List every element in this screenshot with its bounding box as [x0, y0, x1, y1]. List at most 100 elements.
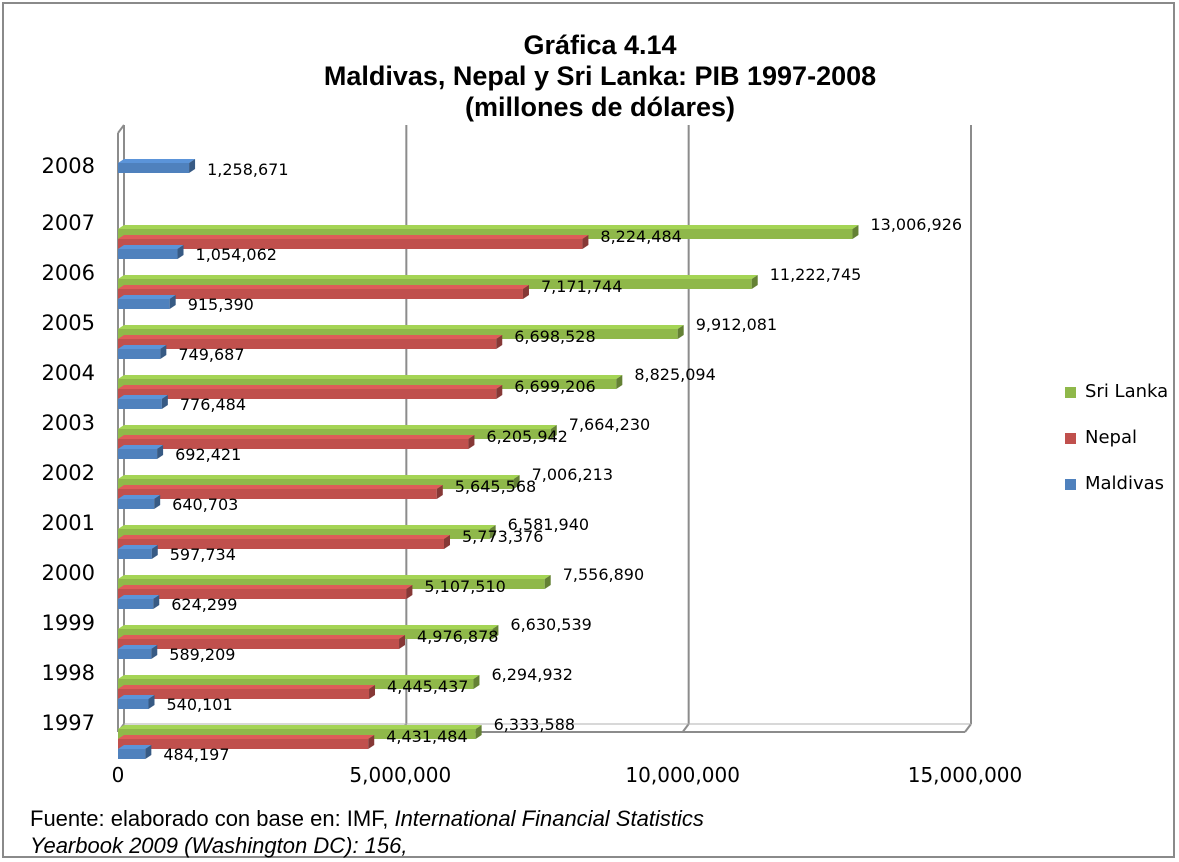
bar-top-maldivas-2005	[118, 345, 167, 349]
bar-front-sri-lanka-2006	[118, 279, 752, 289]
bar-top-sri-lanka-2005	[118, 325, 684, 329]
category-label-1998: 1998	[42, 661, 95, 685]
bar-end-nepal-2005	[496, 335, 503, 349]
category-label-2003: 2003	[42, 411, 95, 435]
bar-end-sri-lanka-1998	[473, 675, 480, 689]
source-note: Fuente: elaborado con base en: IMF, Inte…	[30, 805, 1130, 859]
chart-bars	[118, 159, 859, 759]
category-label-2006: 2006	[42, 261, 95, 285]
bar-end-sri-lanka-1999	[492, 625, 499, 639]
bar-end-maldivas-2001	[151, 545, 158, 559]
category-label-1999: 1999	[42, 611, 95, 635]
bar-top-maldivas-1997	[118, 745, 152, 749]
bar-front-sri-lanka-1999	[118, 629, 493, 639]
bar-maldivas-2008	[118, 159, 196, 173]
data-label-nepal-2007: 8,224,484	[600, 227, 681, 246]
bar-end-nepal-2004	[496, 385, 503, 399]
data-label-sri-lanka-1998: 6,294,932	[491, 665, 572, 684]
bar-front-nepal-2003	[118, 439, 469, 449]
bar-end-maldivas-2007	[177, 245, 184, 259]
data-label-sri-lanka-2004: 8,825,094	[634, 365, 715, 384]
data-label-maldivas-2007: 1,054,062	[196, 245, 277, 264]
bar-top-nepal-2003	[118, 435, 475, 439]
data-label-maldivas-2001: 597,734	[170, 545, 236, 564]
bar-front-nepal-2000	[118, 589, 407, 599]
bar-end-sri-lanka-2007	[852, 225, 859, 239]
title-line-1: Gráfica 4.14	[523, 30, 677, 60]
bar-front-sri-lanka-2000	[118, 579, 545, 589]
bar-maldivas-1998	[118, 695, 155, 709]
bar-maldivas-2001	[118, 545, 158, 559]
bar-top-maldivas-2007	[118, 245, 184, 249]
bar-sri-lanka-2003	[118, 425, 557, 439]
bar-front-sri-lanka-2005	[118, 329, 678, 339]
data-label-nepal-2004: 6,699,206	[514, 377, 595, 396]
data-label-sri-lanka-2002: 7,006,213	[532, 465, 613, 484]
bar-end-nepal-1999	[399, 635, 406, 649]
data-label-sri-lanka-2000: 7,556,890	[563, 565, 644, 584]
bar-nepal-2003	[118, 435, 475, 449]
bar-maldivas-1997	[118, 745, 152, 759]
data-label-maldivas-2005: 749,687	[178, 345, 244, 364]
data-label-nepal-2002: 5,645,568	[455, 477, 536, 496]
bar-front-nepal-2007	[118, 239, 583, 249]
bar-end-sri-lanka-2002	[513, 475, 520, 489]
bar-front-sri-lanka-2004	[118, 379, 617, 389]
bar-end-maldivas-2008	[189, 159, 196, 173]
source-prefix: Fuente: elaborado con base en: IMF,	[30, 806, 395, 831]
bar-front-maldivas-2005	[118, 349, 161, 359]
bar-top-sri-lanka-2007	[118, 225, 859, 229]
bar-nepal-2007	[118, 235, 589, 249]
bar-end-maldivas-2004	[161, 395, 168, 409]
bar-front-maldivas-2001	[118, 549, 152, 559]
gridline-floor-3	[964, 723, 972, 733]
bar-sri-lanka-1999	[118, 625, 499, 639]
bar-end-sri-lanka-2003	[550, 425, 557, 439]
source-italic-1: International Financial Statistics	[394, 806, 704, 831]
bar-end-sri-lanka-2005	[677, 325, 684, 339]
bar-end-sri-lanka-1997	[475, 725, 482, 739]
legend-swatch-maldivas	[1065, 479, 1076, 490]
source-italic-2: Yearbook 2009 (Washington DC): 156,	[30, 833, 408, 858]
bar-sri-lanka-1998	[118, 675, 480, 689]
bar-end-maldivas-1999	[151, 645, 158, 659]
category-label-2008: 2008	[42, 154, 95, 178]
bar-front-nepal-2002	[118, 489, 437, 499]
bar-top-maldivas-2006	[118, 295, 176, 299]
bar-top-nepal-2000	[118, 585, 413, 589]
bar-nepal-2002	[118, 485, 443, 499]
bar-end-sri-lanka-2004	[616, 375, 623, 389]
bar-sri-lanka-2001	[118, 525, 496, 539]
bar-sri-lanka-2002	[118, 475, 520, 489]
category-label-2000: 2000	[42, 561, 95, 585]
bar-top-sri-lanka-2000	[118, 575, 551, 579]
bar-maldivas-2006	[118, 295, 176, 309]
category-label-2004: 2004	[42, 361, 95, 385]
legend-label-maldivas: Maldivas	[1085, 473, 1165, 494]
bar-end-sri-lanka-2001	[489, 525, 496, 539]
bar-sri-lanka-2006	[118, 275, 758, 289]
data-label-maldivas-1997: 484,197	[163, 745, 229, 764]
bar-top-nepal-2006	[118, 285, 529, 289]
bar-end-nepal-1998	[369, 685, 376, 699]
bar-end-nepal-2001	[444, 535, 451, 549]
bar-front-sri-lanka-1998	[118, 679, 474, 689]
bar-sri-lanka-2000	[118, 575, 551, 589]
bar-nepal-1997	[118, 735, 375, 749]
x-tick-label-3: 15,000,000	[908, 763, 1023, 787]
bar-nepal-1999	[118, 635, 406, 649]
bar-end-sri-lanka-2006	[751, 275, 758, 289]
data-label-maldivas-2000: 624,299	[171, 595, 237, 614]
category-label-2005: 2005	[42, 311, 95, 335]
data-label-maldivas-1998: 540,101	[166, 695, 232, 714]
title-line-3: (millones de dólares)	[464, 92, 736, 122]
legend-label-nepal: Nepal	[1085, 427, 1137, 448]
category-label-2002: 2002	[42, 461, 95, 485]
legend-label-sri-lanka: Sri Lanka	[1085, 381, 1169, 402]
bar-front-maldivas-2000	[118, 599, 154, 609]
bar-end-nepal-2007	[582, 235, 589, 249]
bar-top-nepal-1997	[118, 735, 375, 739]
bar-top-maldivas-2002	[118, 495, 161, 499]
bar-front-nepal-1998	[118, 689, 370, 699]
